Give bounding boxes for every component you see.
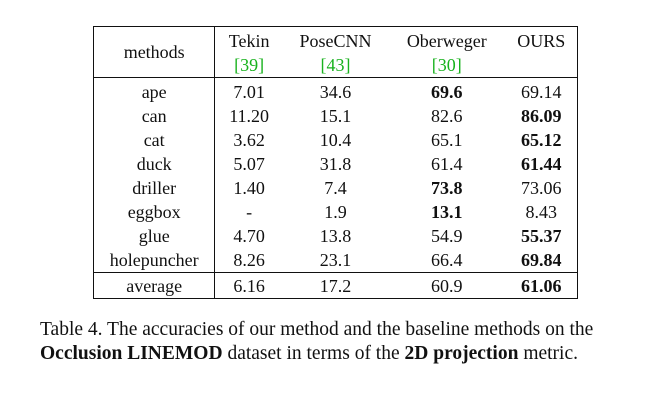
value-cell: 65.1 [431,130,463,150]
value-cell: 69.84 [520,250,562,270]
header-posecnn-ref[interactable]: [43] [320,55,351,75]
value-cell: - [246,202,253,222]
value-cell: 61.4 [431,154,463,174]
caption-dataset: Occlusion LINEMOD [40,343,223,364]
value-cell: 8.26 [233,250,265,270]
method-name-cell: average [93,272,216,299]
table-caption: Table 4. The accuracies of our method an… [40,318,640,366]
value-cell: 1.40 [233,178,265,198]
value-cell: 69.14 [520,82,562,102]
table-row: eggbox - 1.9 13.1 8.43 [93,200,578,224]
caption-metric: 2D projection [404,343,519,364]
value-cell: 5.07 [233,154,265,174]
value-cell: 61.44 [520,154,562,174]
value-cell: 31.8 [319,154,352,174]
table-row: cat 3.62 10.4 65.1 65.12 [93,128,578,152]
value-cell: 86.09 [520,106,562,126]
results-table-container: methods Tekin [39] PoseCNN [43] Oberwege… [93,26,578,299]
method-name-cell: glue [93,224,216,248]
value-cell: 10.4 [319,130,352,150]
table-row: can 11.20 15.1 82.6 86.09 [93,104,578,128]
header-posecnn-name: PoseCNN [299,31,372,51]
value-cell: 54.9 [431,226,463,246]
header-ours-name: OURS [517,31,566,51]
table-body: ape 7.01 34.6 69.6 69.14 can 11.20 15.1 82.6 86.0… [93,77,578,299]
value-cell: 4.70 [233,226,265,246]
value-cell: 13.8 [319,226,352,246]
header-tekin-name: Tekin [228,31,270,51]
value-cell: 13.1 [431,202,463,222]
value-cell: 73.06 [520,178,562,198]
method-name-cell: duck [93,152,216,176]
results-table: methods Tekin [39] PoseCNN [43] Oberwege… [93,26,578,299]
header-oberweger-ref[interactable]: [30] [431,55,462,75]
value-cell: 15.1 [319,106,352,126]
value-cell: 7.01 [233,82,265,102]
caption-part1: Table 4. The accuracies of our method an… [40,319,594,340]
value-cell: 8.43 [525,202,557,222]
table-row: holepuncher 8.26 23.1 66.4 69.84 [93,248,578,273]
value-cell: 66.4 [431,250,463,270]
value-cell: 82.6 [431,106,463,126]
method-name-cell: driller [93,176,216,200]
value-cell: 1.9 [324,202,347,222]
header-tekin-ref[interactable]: [39] [234,55,265,75]
value-cell: 7.4 [324,178,347,198]
value-cell: 61.06 [520,275,562,296]
value-cell: 73.8 [431,178,463,198]
value-cell: 11.20 [229,106,270,126]
table-row: glue 4.70 13.8 54.9 55.37 [93,224,578,248]
header-oberweger: Oberweger [30] [388,27,505,78]
value-cell: 65.12 [520,130,562,150]
header-ours: OURS [505,27,577,78]
header-methods: methods [93,26,216,78]
caption-part2: dataset in terms of the [222,343,405,364]
header-tekin: Tekin [39] [215,27,283,78]
value-cell: 55.37 [520,226,562,246]
table-row: ape 7.01 34.6 69.6 69.14 [93,77,578,104]
value-cell: 17.2 [319,275,352,296]
table-row: duck 5.07 31.8 61.4 61.44 [93,152,578,176]
header-oberweger-name: Oberweger [406,31,487,51]
value-cell: 3.62 [233,130,265,150]
method-name-cell: eggbox [93,200,216,224]
method-name-cell: can [93,104,216,128]
value-cell: 23.1 [319,250,352,270]
header-posecnn: PoseCNN [43] [283,27,388,78]
value-cell: 60.9 [431,275,463,296]
value-cell: 69.6 [431,82,463,102]
table-row: driller 1.40 7.4 73.8 73.06 [93,176,578,200]
value-cell: 34.6 [319,82,352,102]
method-name-cell: cat [93,128,216,152]
method-name-cell: holepuncher [93,248,216,273]
average-row: average 6.16 17.2 60.9 61.06 [93,272,578,299]
caption-part3: metric. [518,343,578,364]
table-header-row: methods Tekin [39] PoseCNN [43] Oberwege… [93,26,578,78]
value-cell: 6.16 [233,275,265,296]
method-name-cell: ape [93,77,216,104]
